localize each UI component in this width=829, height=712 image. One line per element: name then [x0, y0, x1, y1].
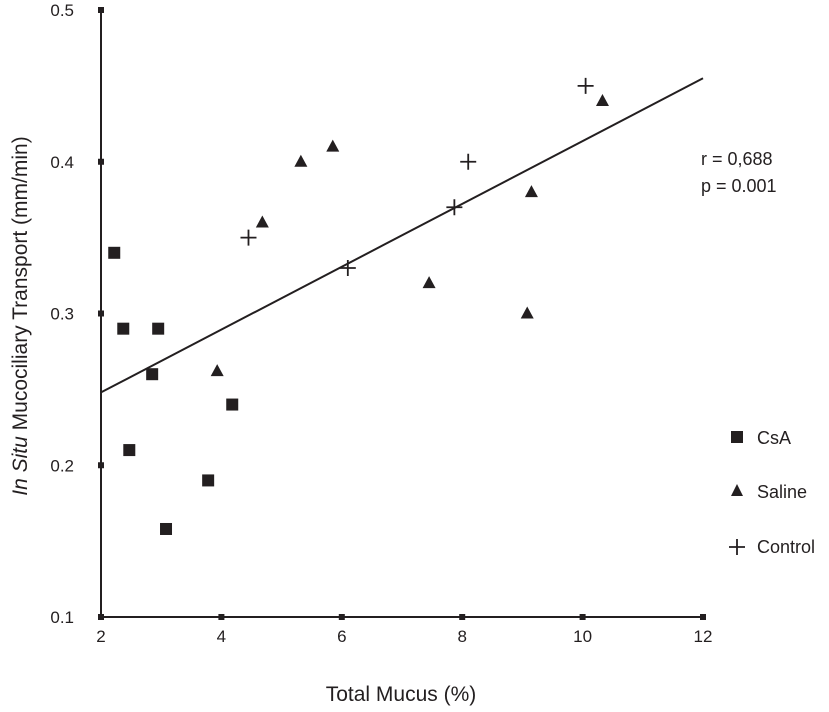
data-point-csa	[226, 398, 239, 411]
legend-square-marker	[731, 431, 743, 443]
y-tick-label: 0.1	[50, 608, 74, 627]
legend-item-csa: CsA	[731, 428, 791, 448]
legend-triangle-marker	[731, 484, 743, 496]
y-tick-label: 0.2	[50, 456, 74, 475]
y-tick-mark	[98, 7, 104, 13]
x-tick-mark	[700, 614, 706, 620]
y-axis-title: In Situ Mucociliary Transport (mm/min)	[9, 136, 32, 495]
x-tick-mark	[579, 614, 586, 620]
data-point-saline	[326, 139, 340, 152]
data-point-saline	[255, 215, 269, 228]
legend-label-csa: CsA	[757, 428, 791, 448]
plot-area: 0.1 0.2 0.3 0.4 0.5 2 4 6 8 10 12	[50, 1, 712, 646]
data-point-saline	[520, 306, 534, 319]
x-tick-mark	[338, 614, 345, 620]
legend-item-saline: Saline	[731, 482, 807, 502]
data-point-saline	[210, 364, 224, 377]
data-point-csa	[146, 368, 159, 381]
y-tick-label: 0.3	[50, 305, 74, 324]
data-point-csa	[152, 322, 165, 335]
y-tick-label: 0.4	[50, 153, 74, 172]
data-point-saline	[595, 94, 609, 107]
data-point-csa	[117, 322, 130, 335]
legend-label-saline: Saline	[757, 482, 807, 502]
x-tick-label: 10	[573, 627, 592, 646]
data-point-control	[460, 153, 477, 170]
x-tick-label: 8	[457, 627, 466, 646]
data-point-control	[577, 77, 594, 94]
x-tick-label: 6	[337, 627, 346, 646]
data-point-control	[240, 229, 257, 246]
y-tick-mark	[98, 158, 104, 165]
y-tick-label: 0.5	[50, 1, 74, 20]
x-axis-title: Total Mucus (%)	[326, 683, 477, 706]
data-point-csa	[123, 444, 136, 457]
data-point-saline	[524, 185, 538, 198]
data-point-csa	[108, 246, 121, 259]
x-tick-label: 2	[96, 627, 105, 646]
data-point-control	[446, 199, 463, 216]
y-axis-ticks: 0.1 0.2 0.3 0.4 0.5	[50, 1, 104, 627]
correlation-annotation: r = 0,688	[701, 149, 773, 169]
data-point-saline	[422, 276, 436, 289]
legend-item-control: Control	[729, 537, 815, 557]
x-tick-label: 12	[694, 627, 713, 646]
x-tick-mark	[459, 614, 466, 620]
legend: CsA Saline Control	[729, 428, 815, 557]
p-value-annotation: p = 0.001	[701, 176, 777, 196]
data-point-csa	[202, 474, 215, 487]
data-point-control	[339, 259, 356, 276]
legend-plus-marker	[729, 539, 745, 555]
x-axis-ticks: 2 4 6 8 10 12	[96, 614, 712, 646]
x-tick-label: 4	[217, 627, 226, 646]
data-points	[108, 77, 609, 535]
regression-line	[100, 77, 704, 394]
data-point-csa	[160, 522, 173, 535]
x-tick-mark	[218, 614, 225, 620]
data-point-saline	[294, 154, 308, 167]
legend-label-control: Control	[757, 537, 815, 557]
y-tick-mark	[98, 462, 104, 469]
y-tick-mark	[98, 310, 104, 317]
x-tick-mark	[98, 614, 104, 620]
